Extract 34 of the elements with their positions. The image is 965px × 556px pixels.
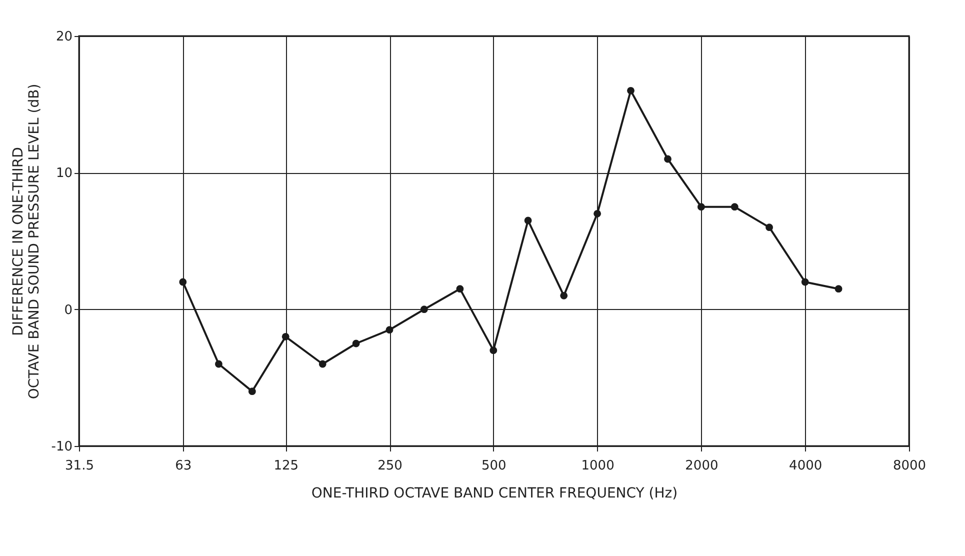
point [352,340,360,348]
x-tick-label: 31.5 [65,458,94,474]
point [248,388,256,396]
point [524,216,532,224]
point [766,224,773,232]
point [801,278,809,286]
point [594,210,602,218]
x-tick-label: 8000 [892,458,926,474]
x-tick-label: 2000 [685,458,718,474]
x-axis-title: ONE-THIRD OCTAVE BAND CENTER FREQUENCY (Hz) [311,486,678,502]
y-axis-title: DIFFERENCE IN ONE-THIRD OCTAVE BAND SOUND PRESSURE LEVEL (dB) [10,84,42,400]
y-tick-label: -10 [51,440,72,454]
point [215,360,222,368]
x-tick-label: 500 [481,458,506,474]
point [627,86,634,94]
x-tick-label: 250 [378,458,402,474]
point [456,285,464,293]
x-tick-label: 63 [175,458,192,474]
y-tick-label: 10 [56,166,72,182]
point [318,360,326,368]
point [697,203,705,211]
x-tick-label: 1000 [581,458,614,474]
point [730,203,738,211]
y-tick-label: 0 [64,302,72,318]
point [179,278,187,286]
x-tick-label: 125 [274,458,299,474]
point [490,346,498,354]
point [420,306,428,314]
point [834,285,842,293]
point [282,332,290,340]
point [560,292,568,300]
y-tick-label: 20 [56,30,72,44]
point [386,326,394,334]
x-tick-label: 4000 [789,458,822,474]
